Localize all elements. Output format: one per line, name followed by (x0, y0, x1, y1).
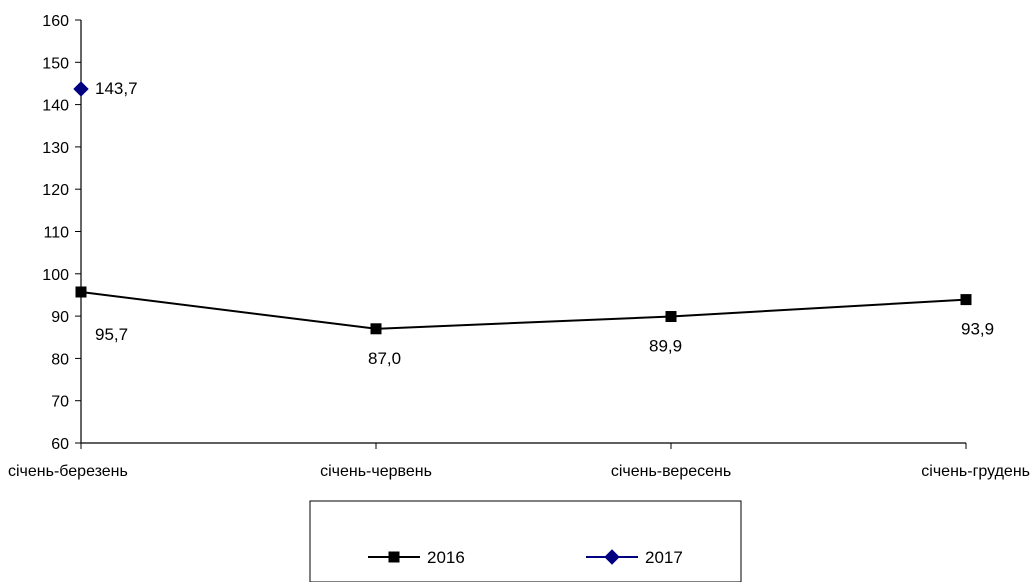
x-category-label: січень-грудень (921, 463, 1030, 480)
y-tick-label: 160 (42, 13, 69, 30)
axes (75, 19, 967, 449)
data-label-2017: 143,7 (95, 79, 138, 98)
data-point-2016 (75, 286, 87, 298)
data-label-2016: 93,9 (961, 320, 994, 339)
legend-marker-2016 (388, 551, 400, 563)
y-axis-tick-labels: 60 70 80 90 100 110 120 130 140 150 160 (42, 13, 69, 453)
legend-marker-2017 (604, 549, 620, 565)
data-label-2016: 87,0 (368, 349, 401, 368)
y-tick-label: 130 (42, 140, 69, 157)
series-2017: 143,7 (73, 79, 138, 98)
y-tick-label: 110 (43, 225, 69, 242)
y-tick-label: 80 (51, 351, 69, 368)
y-tick-label: 60 (51, 436, 69, 453)
x-category-label: січень-вересень (611, 463, 731, 480)
legend-box (309, 500, 742, 582)
y-tick-label: 150 (42, 55, 69, 72)
series-2016: 95,7 87,0 89,9 93,9 (75, 286, 994, 368)
data-point-2016 (370, 323, 382, 335)
y-tick-label: 70 (51, 394, 69, 411)
data-point-2016 (960, 294, 972, 306)
data-label-2016: 89,9 (649, 337, 682, 356)
legend-label-2016: 2016 (427, 548, 465, 567)
data-point-2016 (665, 311, 677, 323)
x-axis-category-labels: січень-березень січень-червень січень-вере… (8, 463, 1030, 480)
y-tick-label: 100 (42, 267, 69, 284)
y-tick-label: 140 (42, 98, 69, 115)
legend: 2016 2017 (309, 500, 742, 582)
y-tick-label: 90 (51, 309, 69, 326)
data-point-2017 (73, 81, 89, 97)
x-category-label: січень-червень (320, 463, 432, 480)
y-tick-label: 120 (42, 182, 69, 199)
series-layer: 95,7 87,0 89,9 93,9 143,7 (73, 79, 994, 368)
legend-label-2017: 2017 (645, 548, 683, 567)
data-label-2016: 95,7 (95, 325, 128, 344)
series-line-2016 (80, 290, 967, 330)
x-category-label: січень-березень (8, 463, 128, 480)
